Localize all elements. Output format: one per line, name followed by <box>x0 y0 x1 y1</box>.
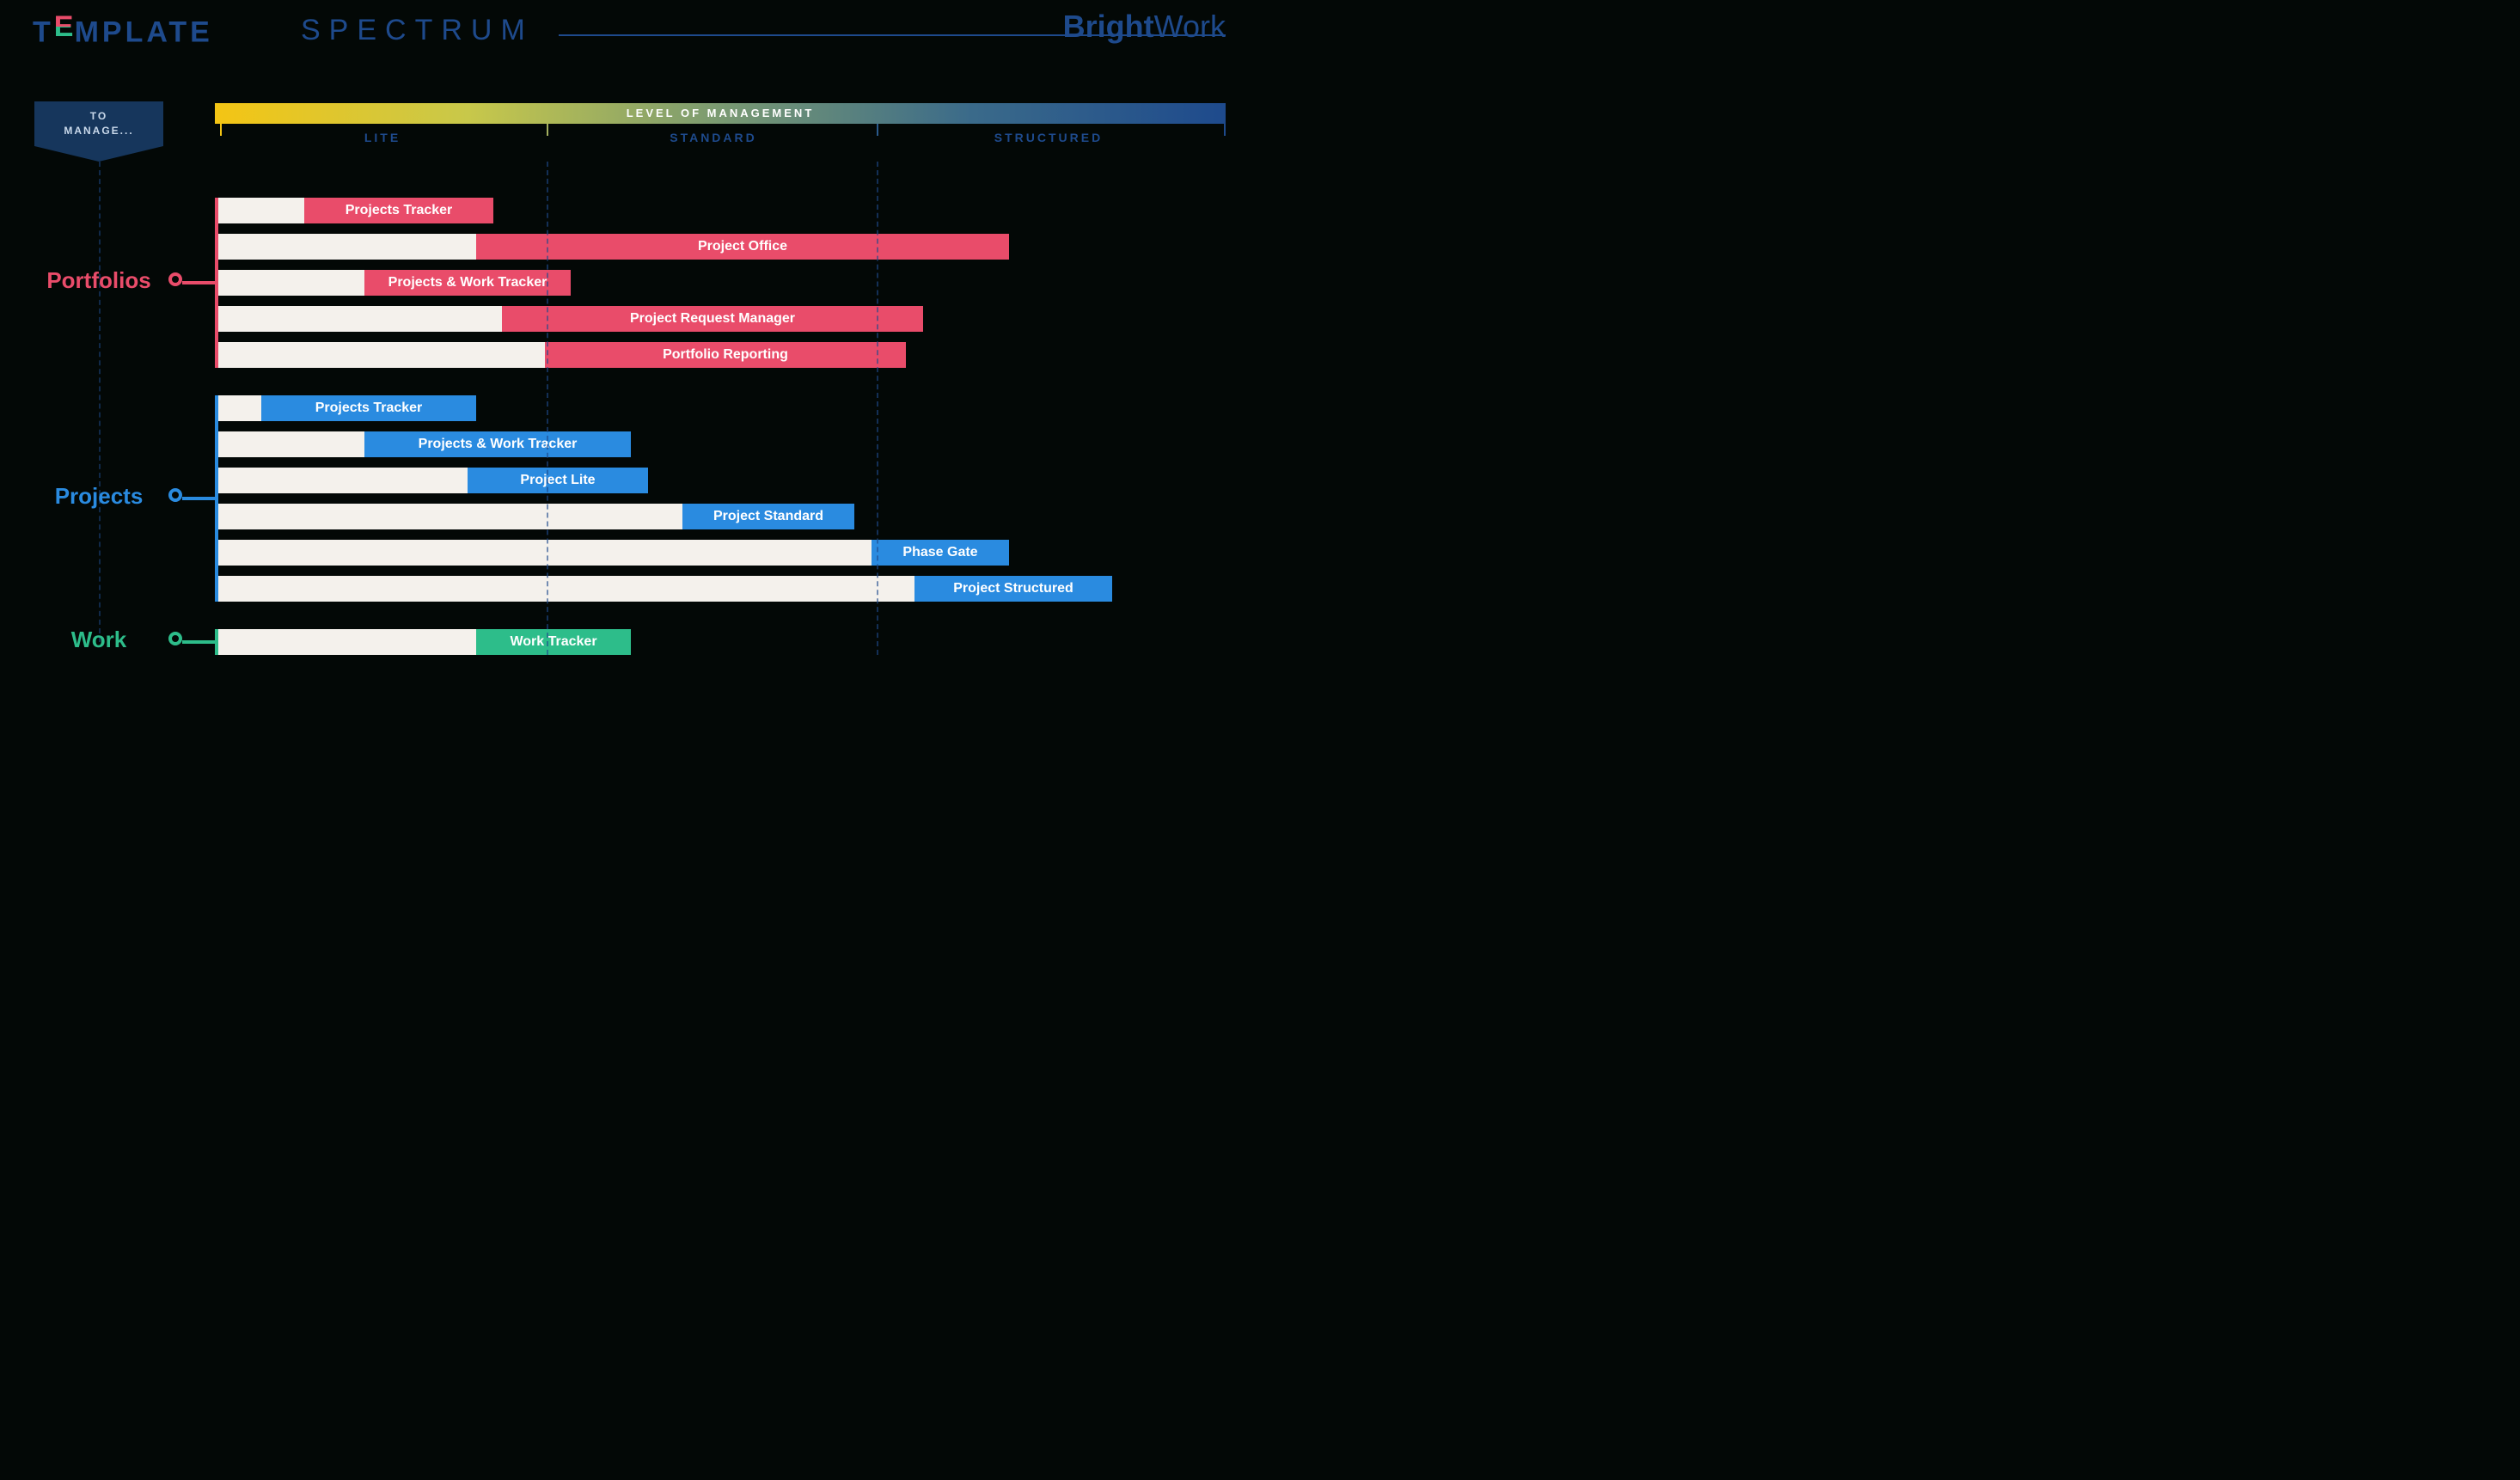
bar-label: Work Tracker <box>476 629 631 655</box>
spectrum-title: LEVEL OF MANAGEMENT <box>215 103 1226 124</box>
bar-white <box>218 395 261 421</box>
bar-white <box>218 468 468 493</box>
vertical-guide <box>547 162 548 655</box>
brand-logo: BrightWork <box>1063 9 1226 45</box>
bar-white <box>218 540 872 566</box>
bar-white <box>218 576 914 602</box>
bar-label: Project Standard <box>682 504 854 529</box>
category-edge <box>215 395 218 602</box>
category-knob <box>168 272 182 286</box>
category-connector <box>182 497 215 500</box>
category-connector <box>182 640 215 644</box>
bar-label: Project Office <box>476 234 1009 260</box>
bar-white <box>218 270 364 296</box>
bar-label: Project Structured <box>914 576 1112 602</box>
template-spectrum-infographic: TEEMPLATE SPECTRUM BrightWork TO MANAGE.… <box>0 0 1260 713</box>
title-template: TEEMPLATE <box>33 14 213 49</box>
vertical-guide <box>877 162 878 655</box>
bar-label: Projects Tracker <box>304 198 493 223</box>
title-spectrum: SPECTRUM <box>301 14 534 47</box>
bar-white <box>218 198 304 223</box>
to-manage-tag: TO MANAGE... <box>34 101 163 146</box>
category-edge <box>215 198 218 368</box>
bar-label: Projects & Work Tracker <box>364 270 571 296</box>
axis-tick <box>877 124 878 136</box>
axis-label-standard: STANDARD <box>645 131 782 144</box>
bar-white <box>218 629 476 655</box>
axis-tick <box>547 124 548 136</box>
bar-white <box>218 342 545 368</box>
category-knob <box>168 488 182 502</box>
bar-label: Phase Gate <box>872 540 1009 566</box>
tag-line1: TO <box>34 109 163 124</box>
bar-label: Portfolio Reporting <box>545 342 906 368</box>
tag-line2: MANAGE... <box>34 124 163 138</box>
axis-label-structured: STRUCTURED <box>980 131 1117 144</box>
axis-tick <box>1224 124 1226 136</box>
category-connector <box>182 281 215 284</box>
bar-white <box>218 234 476 260</box>
axis-label-lite: LITE <box>314 131 451 144</box>
category-edge <box>215 629 218 655</box>
bar-label: Project Request Manager <box>502 306 923 332</box>
axis-tick <box>220 124 222 136</box>
bar-white <box>218 431 364 457</box>
bar-white <box>218 306 502 332</box>
category-knob <box>168 632 182 645</box>
bar-label: Project Lite <box>468 468 648 493</box>
bar-white <box>218 504 682 529</box>
bar-label: Projects Tracker <box>261 395 476 421</box>
category-guide <box>99 162 101 642</box>
bar-label: Projects & Work Tracker <box>364 431 631 457</box>
